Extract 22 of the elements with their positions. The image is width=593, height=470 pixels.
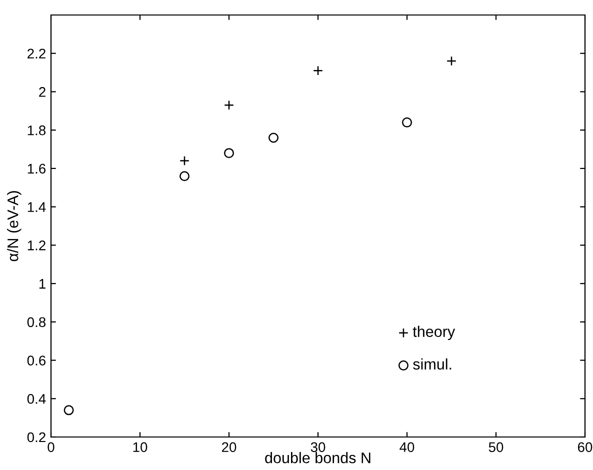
y-tick-label: 0.8 [27, 317, 46, 328]
y-tick-label: 0.4 [27, 394, 46, 404]
legend-label: theory [412, 326, 456, 340]
x-tick-label: 0 [48, 442, 54, 452]
x-tick-label: 30 [310, 442, 326, 452]
y-tick-label: 1.8 [28, 125, 46, 136]
x-axis-title: double bonds N [265, 452, 370, 464]
y-tick-label: 1 [39, 279, 46, 289]
x-tick-label: 20 [222, 442, 236, 452]
y-tick-label: 2 [39, 87, 46, 97]
y-tick-label: 1.4 [28, 202, 46, 212]
y-tick-label: 0.6 [27, 356, 46, 366]
y-tick-label: 0.2 [27, 432, 46, 442]
x-tick-label: 50 [488, 442, 504, 452]
y-tick-label: 2.2 [28, 48, 46, 58]
y-axis-title: α/N (eV-A) [7, 191, 22, 262]
y-tick-label: 1.2 [28, 240, 46, 250]
x-tick-label: 60 [578, 442, 592, 452]
x-tick-label: 10 [133, 442, 148, 452]
x-tick-label: 40 [400, 442, 414, 452]
legend-label: simul. [413, 358, 452, 370]
y-tick-label: 1.6 [28, 164, 46, 174]
